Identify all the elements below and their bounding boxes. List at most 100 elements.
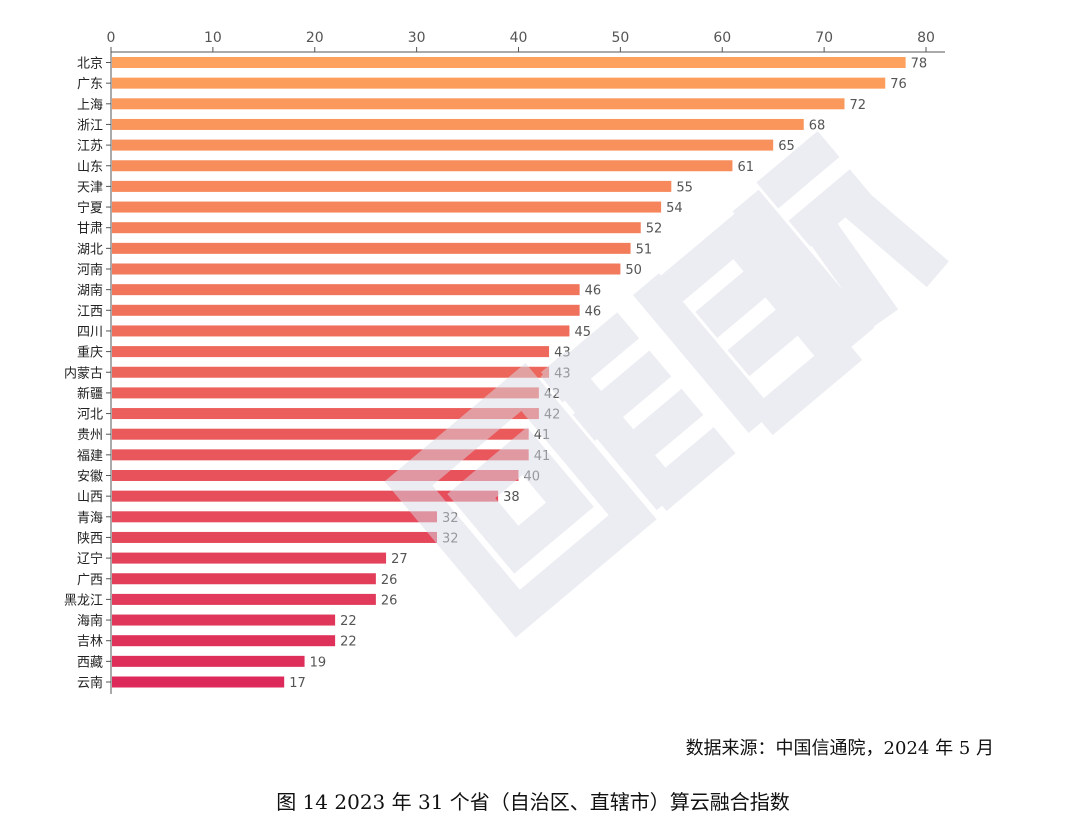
category-label: 广西	[77, 573, 103, 588]
bar	[112, 428, 529, 440]
bar	[112, 325, 570, 337]
bar	[112, 573, 376, 585]
bar-value-label: 54	[666, 201, 683, 216]
bar	[112, 366, 550, 378]
category-label: 上海	[77, 98, 103, 113]
bar-value-label: 45	[574, 325, 591, 340]
x-tick-label: 60	[713, 30, 731, 46]
bar-value-label: 26	[381, 573, 398, 588]
category-label: 山东	[77, 160, 103, 175]
category-label: 吉林	[77, 635, 103, 650]
bar	[112, 263, 621, 275]
bar	[112, 511, 437, 523]
bar-value-label: 46	[585, 284, 602, 299]
bar-value-label: 43	[554, 346, 571, 361]
bar-value-label: 65	[778, 139, 795, 154]
bar-value-label: 19	[310, 655, 327, 670]
bar-value-label: 43	[554, 366, 571, 381]
bar	[112, 531, 437, 543]
category-label: 河北	[77, 408, 103, 423]
bar	[112, 490, 499, 502]
category-label: 黑龙江	[64, 593, 103, 608]
bar-value-label: 61	[737, 160, 754, 175]
category-label: 云南	[77, 675, 103, 691]
bar	[112, 655, 305, 667]
category-label: 陕西	[77, 531, 103, 546]
bar	[112, 552, 387, 564]
category-label: 天津	[77, 180, 103, 195]
category-label: 北京	[77, 57, 103, 72]
bar	[112, 304, 580, 316]
category-label: 青海	[77, 511, 103, 526]
source-note: 数据来源：中国信通院，2024 年 5 月	[685, 738, 994, 759]
chart-svg: 0 10 20 30 40 50 60 70 80 北京 78 广东 76 上海 72 浙江 68 江苏 65 山东 6…	[64, 30, 945, 694]
bar	[112, 57, 906, 68]
figure-caption: 图 14 2023 年 31 个省（自治区、直辖市）算云融合指数	[276, 790, 790, 814]
bar-value-label: 46	[585, 304, 602, 319]
bar-chart: 0 10 20 30 40 50 60 70 80 北京 78 广东 76 上海 72 浙江 68 江苏 65 山东 6…	[64, 30, 945, 694]
bar-value-label: 41	[534, 449, 551, 464]
x-tick-label: 70	[815, 30, 833, 46]
bar-value-label: 38	[503, 490, 520, 505]
bar-value-label: 51	[636, 242, 653, 257]
category-label: 湖南	[77, 283, 103, 299]
bar	[112, 676, 285, 688]
category-label: 宁夏	[77, 200, 103, 216]
bar-value-label: 41	[534, 428, 551, 443]
bar-value-label: 22	[340, 635, 357, 650]
bar	[112, 160, 733, 172]
category-label: 江西	[77, 304, 103, 319]
category-label: 广东	[77, 77, 103, 92]
bar-value-label: 72	[850, 98, 867, 113]
x-tick-label: 80	[917, 30, 935, 46]
bar	[112, 635, 336, 647]
bar	[112, 284, 580, 296]
bar-value-label: 52	[646, 222, 663, 237]
x-tick-label: 40	[510, 30, 528, 46]
bar-value-label: 50	[625, 263, 642, 278]
bar	[112, 139, 774, 151]
category-label: 河南	[77, 262, 103, 278]
bar	[112, 346, 550, 358]
bar-value-label: 68	[809, 118, 826, 133]
bar	[112, 77, 886, 89]
bar	[112, 242, 631, 254]
category-label: 福建	[77, 449, 103, 464]
bar-value-label: 32	[442, 531, 459, 546]
bar	[112, 408, 539, 420]
x-tick-label: 20	[306, 30, 324, 46]
category-label: 山西	[77, 490, 103, 505]
category-label: 海南	[77, 613, 103, 629]
bar	[112, 593, 376, 605]
bar	[112, 614, 336, 626]
bar-value-label: 27	[391, 552, 408, 567]
bar-value-label: 42	[544, 408, 561, 423]
category-label: 内蒙古	[64, 365, 103, 381]
bar-value-label: 76	[890, 77, 907, 92]
category-label: 辽宁	[77, 551, 103, 567]
x-tick-label: 0	[107, 30, 116, 46]
bar-value-label: 26	[381, 593, 398, 608]
x-tick-label: 30	[408, 30, 426, 46]
category-label: 西藏	[77, 655, 103, 670]
bar	[112, 222, 641, 234]
bar	[112, 449, 529, 461]
bar	[112, 180, 672, 192]
category-label: 浙江	[77, 118, 103, 133]
x-tick-label: 50	[611, 30, 629, 46]
bar-value-label: 32	[442, 511, 459, 526]
bar	[112, 387, 539, 399]
category-label: 新疆	[77, 386, 103, 402]
bar-value-label: 40	[524, 470, 541, 485]
category-label: 甘肃	[77, 222, 103, 237]
category-label: 湖北	[77, 242, 103, 257]
bar	[112, 201, 662, 213]
x-tick-label: 10	[204, 30, 222, 46]
category-label: 重庆	[77, 345, 103, 361]
bar-value-label: 22	[340, 614, 357, 629]
category-label: 四川	[77, 325, 103, 340]
bar	[112, 98, 845, 110]
bar	[112, 118, 804, 130]
category-label: 贵州	[77, 428, 103, 443]
bar-value-label: 55	[676, 180, 693, 195]
